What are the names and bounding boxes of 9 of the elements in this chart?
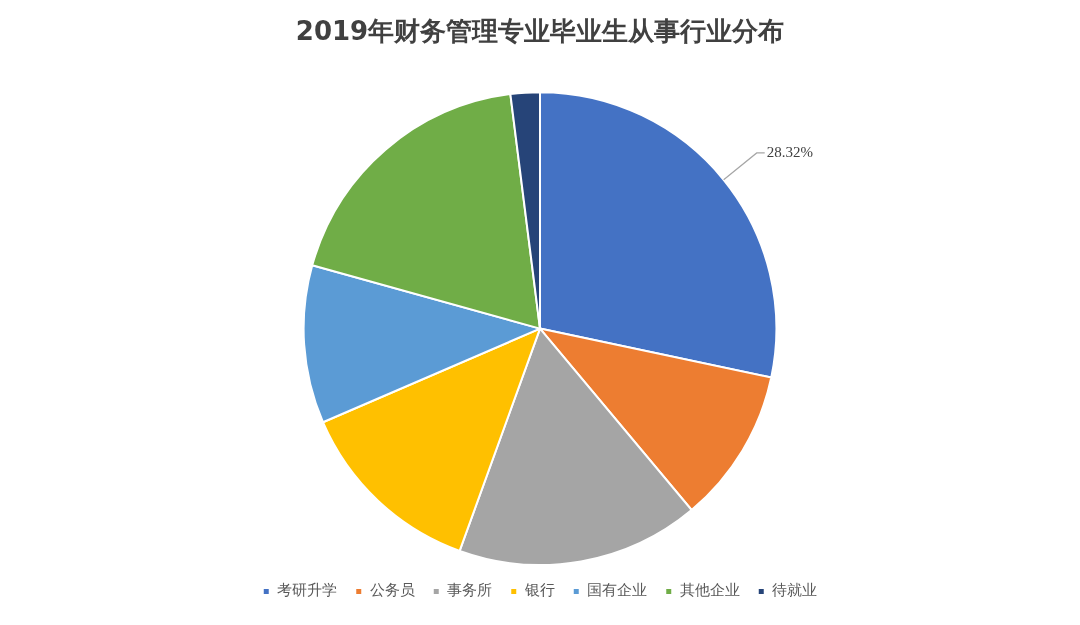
data-label: 28.32% — [766, 143, 813, 160]
legend-label: 公务员 — [369, 581, 415, 600]
legend-label: 国有企业 — [587, 581, 648, 600]
chart-title: 2019年财务管理专业毕业生从事行业分布 — [295, 16, 785, 47]
legend-label: 银行 — [523, 581, 555, 600]
legend-label: 事务所 — [447, 581, 493, 600]
legend-label: 其他企业 — [679, 581, 740, 600]
legend-label: 考研升学 — [277, 581, 338, 600]
legend-label: 待就业 — [772, 581, 818, 600]
